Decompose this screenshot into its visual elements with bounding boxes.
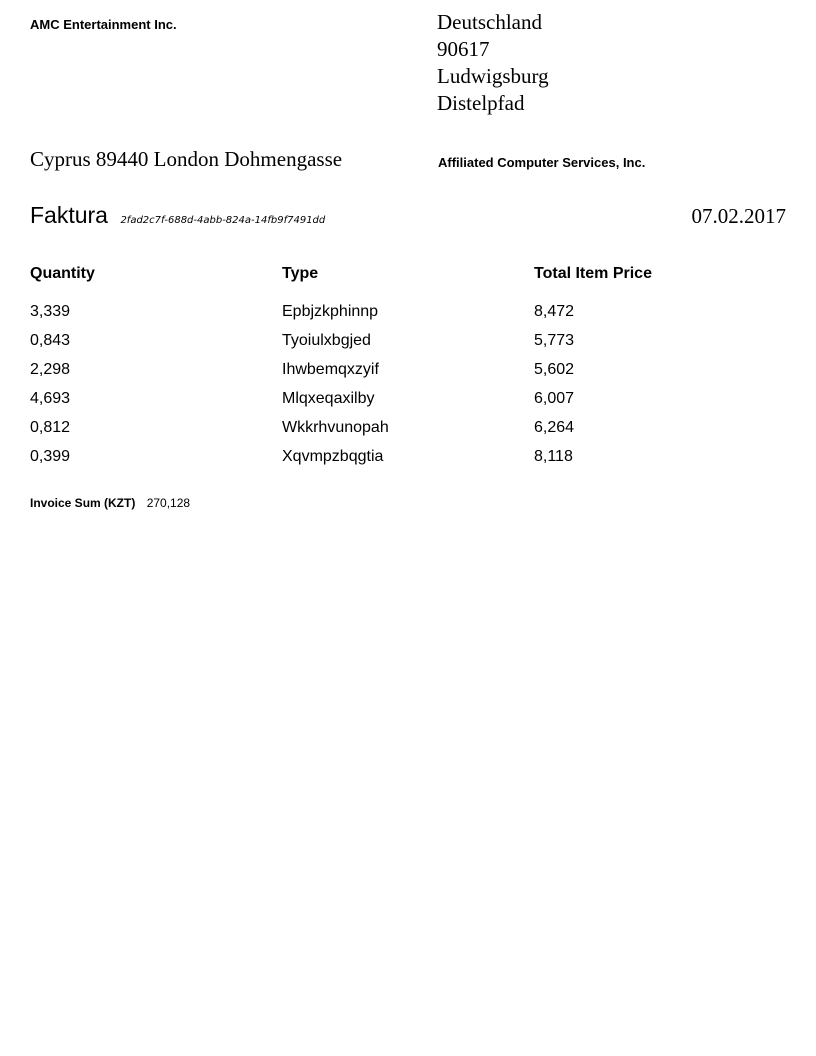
table-row: 4,693 Mlqxeqaxilby 6,007 bbox=[30, 384, 786, 413]
cell-total-item-price: 8,118 bbox=[534, 447, 573, 465]
sender-address: Deutschland 90617 Ludwigsburg Distelpfad bbox=[437, 9, 549, 117]
line-items-table: Quantity Type Total Item Price 3,339 Epb… bbox=[30, 263, 786, 471]
sender-address-country: Deutschland bbox=[437, 10, 542, 34]
sender-name: AMC Entertainment Inc. bbox=[30, 17, 177, 32]
sender-address-city: Ludwigsburg bbox=[437, 64, 549, 88]
table-header-row: Quantity Type Total Item Price bbox=[30, 263, 786, 297]
cell-total-item-price: 8,472 bbox=[534, 302, 575, 320]
cell-total-item-price: 6,007 bbox=[534, 389, 575, 407]
sender-address-zip: 90617 bbox=[437, 37, 490, 61]
cell-quantity: 0,812 bbox=[30, 418, 71, 436]
invoice-date: 07.02.2017 bbox=[691, 204, 787, 228]
invoice-title: Faktura bbox=[30, 202, 108, 228]
cell-total-item-price: 5,602 bbox=[534, 360, 575, 378]
cell-type: Ihwbemqxzyif bbox=[282, 360, 379, 378]
cell-type: Epbjzkphinnp bbox=[282, 302, 379, 320]
sender-address-street: Distelpfad bbox=[437, 91, 525, 115]
table-row: 2,298 Ihwbemqxzyif 5,602 bbox=[30, 355, 786, 384]
cell-total-item-price: 5,773 bbox=[534, 331, 575, 349]
cell-type: Xqvmpzbqgtia bbox=[282, 447, 384, 465]
table-row: 0,843 Tyoiulxbgjed 5,773 bbox=[30, 326, 786, 355]
cell-quantity: 3,339 bbox=[30, 302, 71, 320]
invoice-id: 2fad2c7f-688d-4abb-824a-14fb9f7491dd bbox=[120, 215, 326, 226]
recipient-name: Affiliated Computer Services, Inc. bbox=[438, 155, 646, 170]
header-quantity: Quantity bbox=[30, 265, 95, 282]
invoice-title-row: Faktura 2fad2c7f-688d-4abb-824a-14fb9f74… bbox=[30, 202, 325, 229]
table-row: 3,339 Epbjzkphinnp 8,472 bbox=[30, 297, 786, 326]
invoice-sum: Invoice Sum (KZT) 270,128 bbox=[30, 496, 190, 510]
cell-total-item-price: 6,264 bbox=[534, 418, 575, 436]
cell-quantity: 0,843 bbox=[30, 331, 71, 349]
table-row: 0,399 Xqvmpzbqgtia 8,118 bbox=[30, 442, 786, 471]
cell-quantity: 0,399 bbox=[30, 447, 71, 465]
invoice-sum-label: Invoice Sum (KZT) bbox=[30, 496, 136, 510]
recipient-address: Cyprus 89440 London Dohmengasse bbox=[30, 147, 343, 171]
cell-type: Mlqxeqaxilby bbox=[282, 389, 375, 407]
cell-type: Wkkrhvunopah bbox=[282, 418, 389, 436]
invoice-sum-value: 270,128 bbox=[146, 496, 191, 510]
header-total-item-price: Total Item Price bbox=[534, 265, 652, 282]
cell-quantity: 2,298 bbox=[30, 360, 71, 378]
header-type: Type bbox=[282, 265, 319, 282]
cell-quantity: 4,693 bbox=[30, 389, 71, 407]
cell-type: Tyoiulxbgjed bbox=[282, 331, 371, 349]
table-row: 0,812 Wkkrhvunopah 6,264 bbox=[30, 413, 786, 442]
